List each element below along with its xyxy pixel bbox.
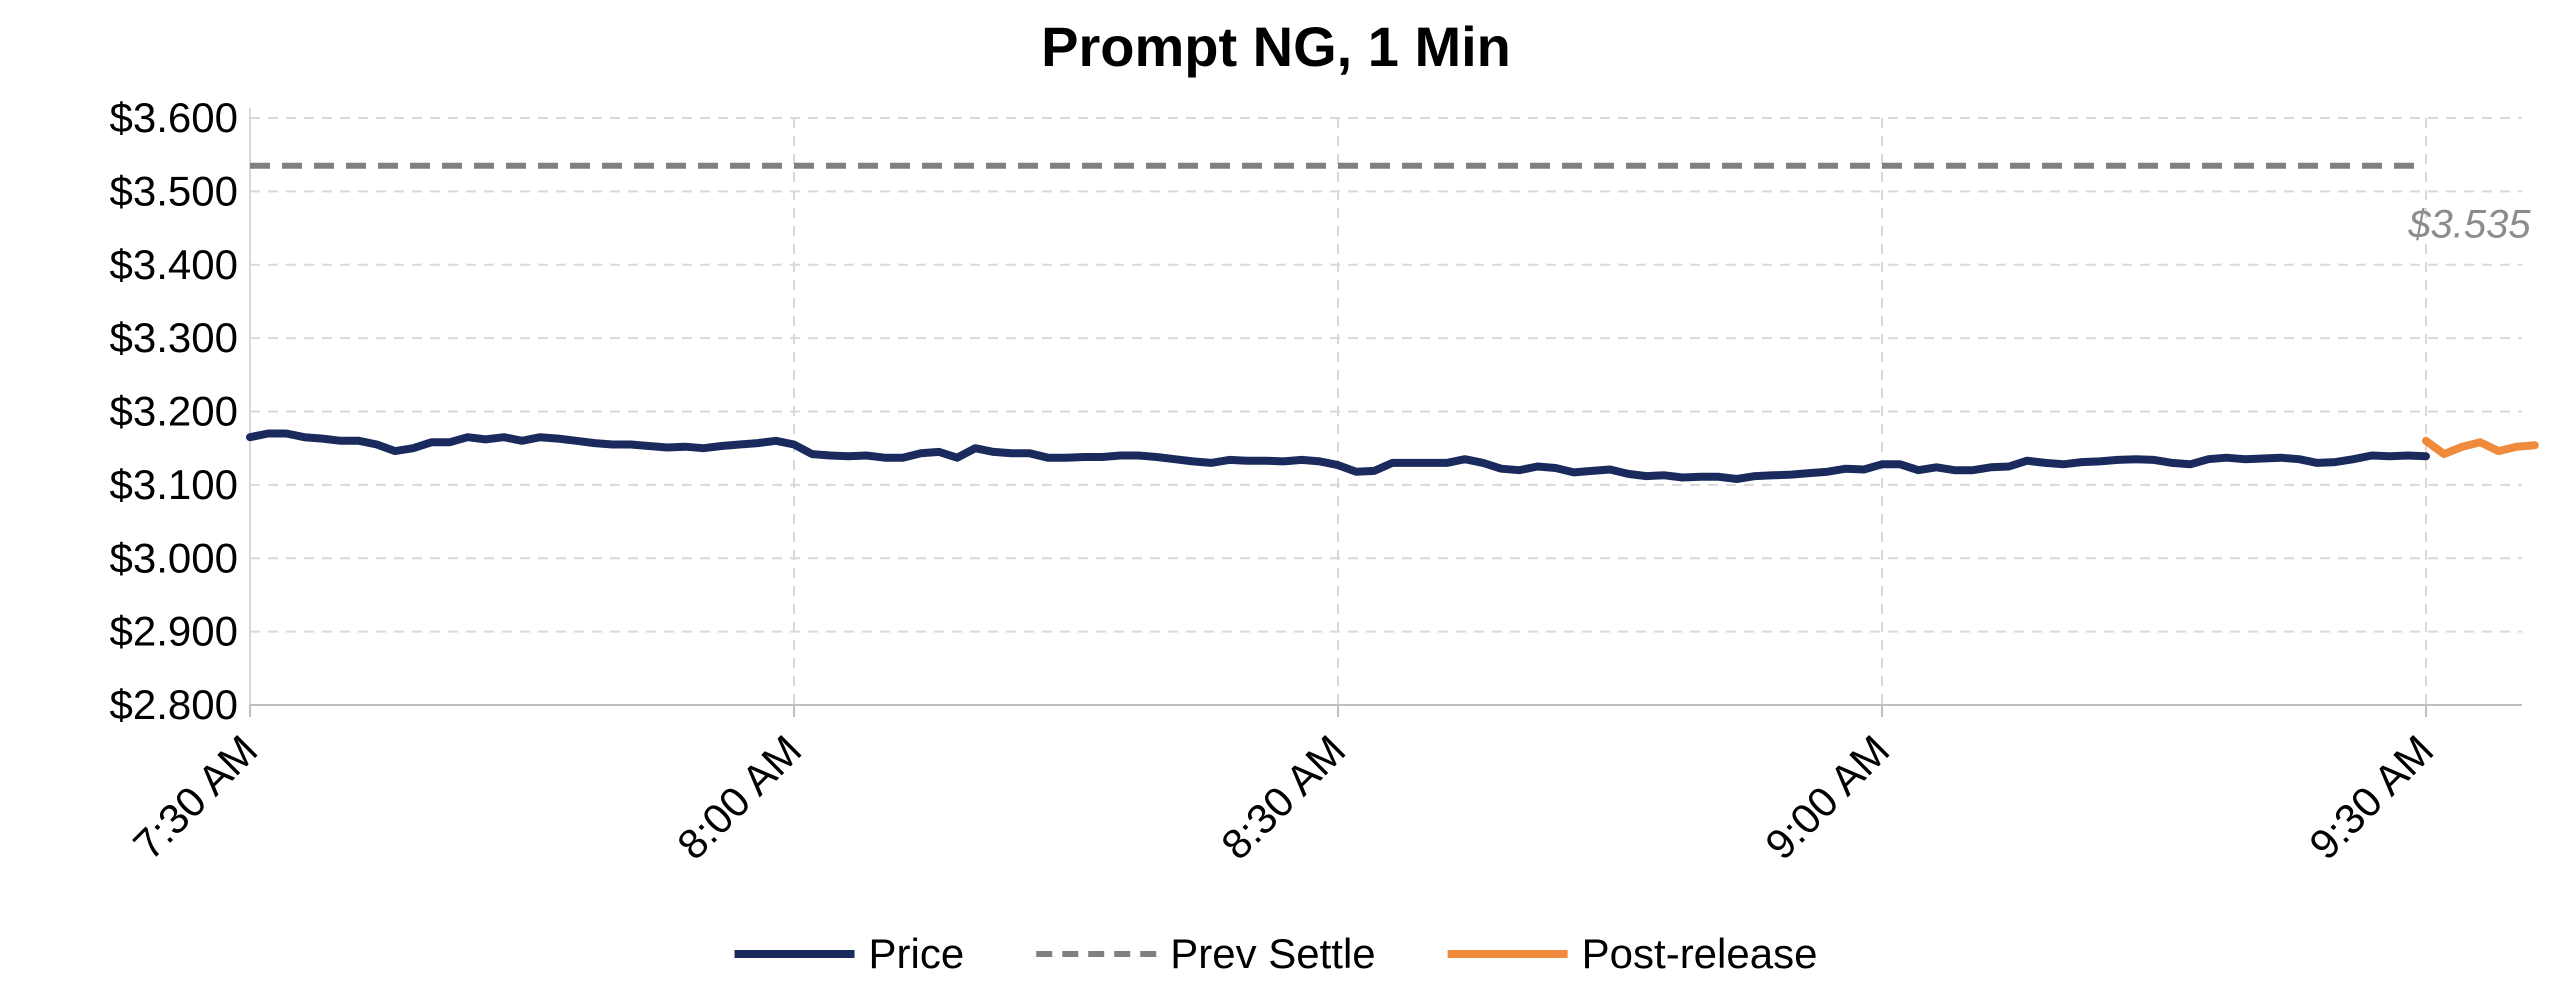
x-tick-label: 8:00 AM (668, 726, 810, 868)
grid-lines (249, 117, 2522, 705)
x-tick-label: 9:30 AM (2300, 726, 2442, 868)
chart-title: Prompt NG, 1 Min (1041, 15, 1511, 78)
y-axis-ticks: $3.600 $3.500 $3.400 $3.300 $3.200 $3.100 $3.0… (110, 94, 238, 728)
prev-settle-annotation: $3.535 (2407, 203, 2531, 247)
y-tick-label: $3.500 (110, 167, 238, 214)
y-tick-label: $2.800 (110, 681, 238, 728)
axes (249, 108, 2522, 717)
x-tick-label: 9:00 AM (1756, 726, 1898, 868)
series-post-release (2422, 436, 2539, 459)
legend-label: Post-release (1582, 930, 1818, 977)
y-tick-label: $3.200 (110, 388, 238, 435)
series-lines (246, 162, 2539, 483)
x-tick-label: 7:30 AM (124, 726, 266, 868)
y-tick-label: $3.400 (110, 241, 238, 288)
y-tick-label: $3.000 (110, 534, 238, 581)
y-tick-label: $3.300 (110, 314, 238, 361)
annotations: $3.535 (2407, 203, 2531, 247)
legend-label: Prev Settle (1170, 930, 1375, 977)
series-price (246, 429, 2430, 483)
y-tick-label: $3.600 (110, 94, 238, 141)
legend-label: Price (869, 930, 965, 977)
x-axis-ticks: 7:30 AM 8:00 AM 8:30 AM 9:00 AM 9:30 AM (124, 726, 2442, 868)
y-tick-label: $3.100 (110, 461, 238, 508)
legend: Price Prev Settle Post-release (734, 930, 1818, 977)
x-tick-label: 8:30 AM (1212, 726, 1354, 868)
y-tick-label: $2.900 (110, 608, 238, 655)
